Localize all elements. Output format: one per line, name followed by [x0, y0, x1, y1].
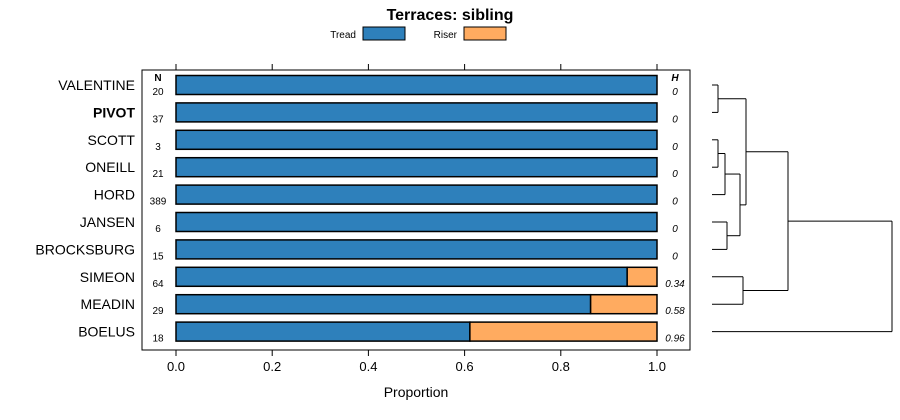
bar-tread — [175, 184, 658, 205]
x-tick-label: 1.0 — [648, 359, 666, 374]
row-n-value: 20 — [152, 87, 164, 98]
h-column-header: H — [671, 73, 679, 84]
row-h-value: 0.96 — [665, 334, 685, 345]
bar-tread — [175, 239, 658, 260]
n-column-header: N — [154, 73, 161, 84]
x-tick-label: 0.8 — [552, 359, 570, 374]
bar-riser — [469, 321, 658, 342]
bar-tread — [175, 74, 658, 96]
bar-row: ONEILL 21 0 — [85, 156, 678, 180]
row-label: BOELUS — [78, 324, 135, 340]
bar-row: PIVOT 37 0 — [93, 102, 678, 125]
row-h-value: 0 — [672, 114, 678, 125]
bar-tread — [175, 129, 658, 151]
row-label: BROCKSBURG — [35, 241, 135, 257]
row-n-value: 389 — [150, 197, 167, 208]
row-label: VALENTINE — [58, 77, 135, 93]
row-n-value: 21 — [152, 169, 164, 180]
dendrogram — [712, 84, 893, 333]
row-n-value: 15 — [152, 251, 164, 262]
bar-row: JANSEN 6 0 — [80, 211, 678, 235]
bar-tread — [175, 321, 471, 342]
bar-tread — [175, 293, 592, 315]
x-tick-label: 0.0 — [167, 359, 185, 374]
legend: Tread Riser — [330, 26, 507, 41]
legend-label-riser: Riser — [434, 30, 458, 41]
bar-riser — [626, 266, 658, 288]
bar-row: SCOTT 3 0 — [88, 129, 678, 153]
x-axis: 0.0 0.2 0.4 0.6 0.8 1.0 — [167, 64, 666, 374]
row-label: SIMEON — [80, 269, 135, 285]
row-n-value: 6 — [155, 224, 161, 235]
row-h-value: 0.34 — [665, 279, 685, 290]
row-label: ONEILL — [85, 159, 135, 175]
legend-label-tread: Tread — [330, 30, 356, 41]
legend-swatch-tread — [362, 26, 406, 41]
x-axis-label: Proportion — [384, 384, 449, 400]
row-label: SCOTT — [88, 132, 136, 148]
row-n-value: 3 — [155, 142, 161, 153]
row-n-value: 64 — [152, 279, 164, 290]
row-n-value: 37 — [152, 114, 164, 125]
row-h-value: 0 — [672, 87, 678, 98]
chart-title: Terraces: sibling — [387, 7, 514, 24]
row-h-value: 0.58 — [665, 306, 685, 317]
bar-row: VALENTINE 20 0 — [58, 74, 678, 98]
bar-row: MEADIN 29 0.58 — [81, 293, 685, 317]
bar-tread — [175, 102, 658, 123]
bar-row: SIMEON 64 0.34 — [80, 266, 685, 290]
bar-tread — [175, 156, 658, 178]
x-tick-label: 0.2 — [263, 359, 281, 374]
bar-row: HORD 389 0 — [94, 184, 678, 208]
row-label: HORD — [94, 187, 135, 203]
bar-tread — [175, 211, 658, 233]
row-h-value: 0 — [672, 251, 678, 262]
row-label: PIVOT — [93, 104, 135, 120]
bar-riser — [589, 293, 658, 315]
bar-row: BOELUS 18 0.96 — [78, 321, 685, 345]
row-h-value: 0 — [672, 197, 678, 208]
x-tick-label: 0.6 — [456, 359, 474, 374]
x-tick-label: 0.4 — [359, 359, 377, 374]
bar-row: BROCKSBURG 15 0 — [35, 239, 678, 262]
row-n-value: 18 — [152, 334, 164, 345]
plot-frame — [141, 69, 691, 351]
row-label: JANSEN — [80, 214, 135, 230]
row-h-value: 0 — [672, 224, 678, 235]
row-h-value: 0 — [672, 169, 678, 180]
row-n-value: 29 — [152, 306, 164, 317]
legend-swatch-riser — [463, 26, 507, 41]
row-h-value: 0 — [672, 142, 678, 153]
bar-tread — [175, 266, 628, 288]
row-label: MEADIN — [81, 296, 135, 312]
